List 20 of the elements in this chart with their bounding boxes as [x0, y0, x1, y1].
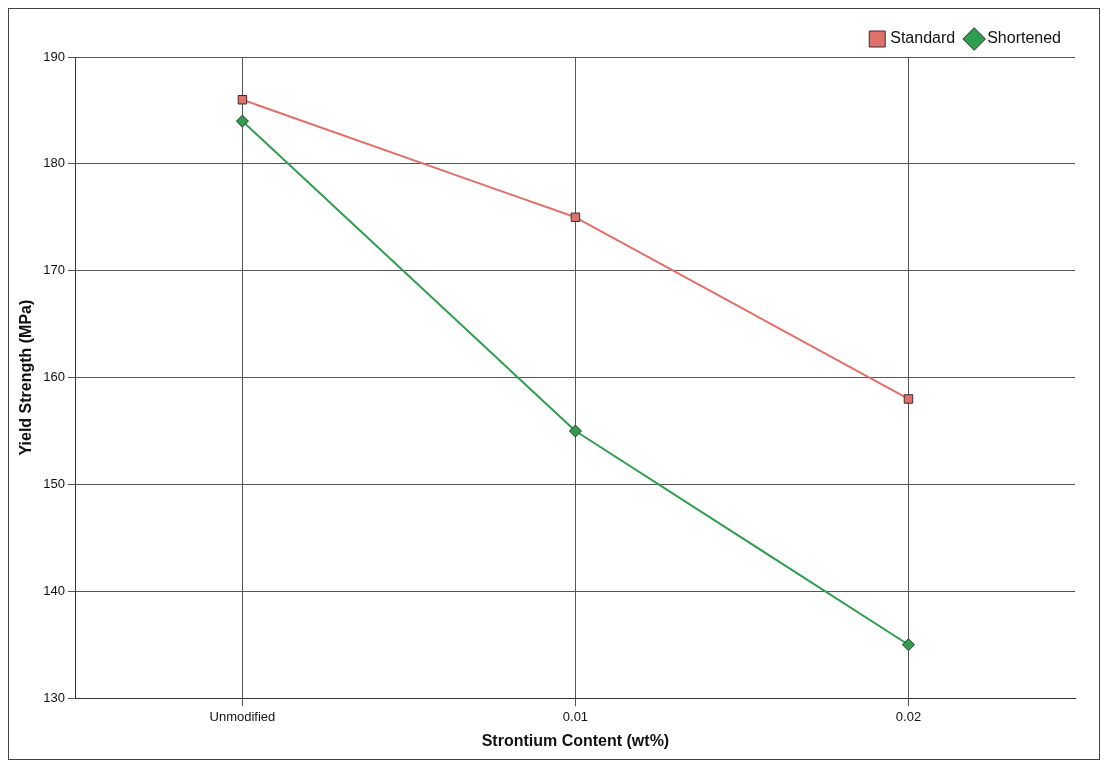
x-tick-label: 0.01: [562, 708, 589, 724]
x-tick-label: Unmodified: [209, 708, 276, 724]
y-axis-title: Yield Strength (MPa): [17, 299, 35, 456]
point: [570, 212, 581, 223]
point: [903, 394, 914, 404]
point: [901, 638, 915, 652]
y-tick-label: 160: [43, 369, 65, 385]
y-tick-label: 130: [43, 689, 65, 705]
y-tick-label: 170: [43, 262, 65, 278]
legend-label: Standard: [890, 29, 956, 47]
point: [235, 114, 249, 128]
y-tick-label: 190: [43, 48, 65, 64]
x-axis-title: Strontium Content (wt%): [481, 731, 670, 749]
y-tick-label: 150: [43, 476, 65, 492]
y-tick-label: 180: [43, 155, 65, 171]
x-tick-label: 0.02: [895, 708, 922, 724]
y-tick-label: 140: [43, 582, 65, 598]
point: [237, 95, 248, 105]
point: [568, 424, 582, 438]
legend-label: Shortened: [987, 29, 1062, 47]
